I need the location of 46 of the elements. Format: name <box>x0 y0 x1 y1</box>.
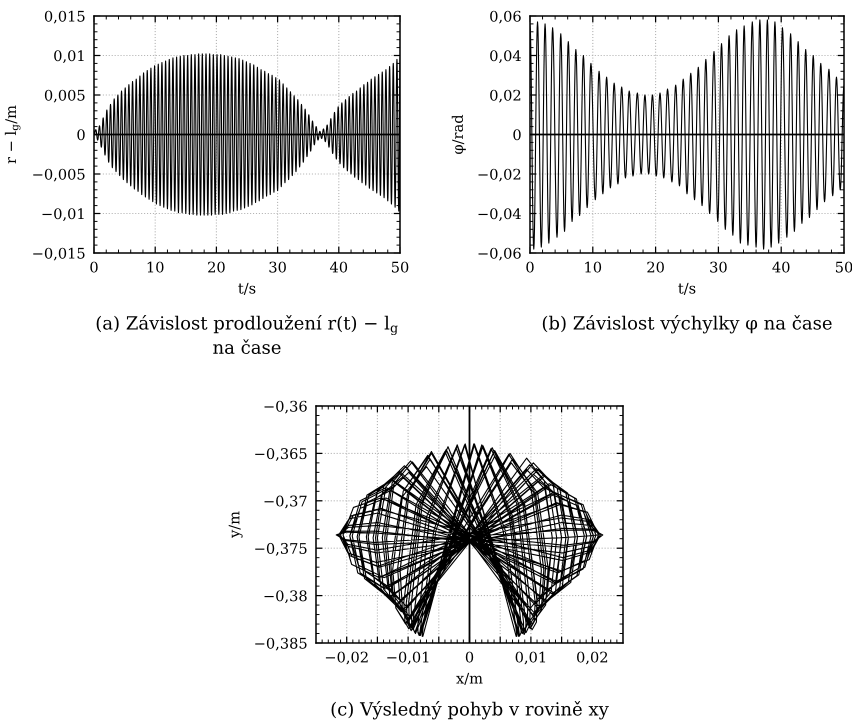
y-tick-label: 0,015 <box>44 10 85 24</box>
y-tick-label: −0,015 <box>33 248 85 261</box>
y-tick-label: −0,38 <box>264 590 307 604</box>
y-tick-label: −0,01 <box>42 208 84 222</box>
y-tick-label: −0,06 <box>478 248 521 261</box>
y-tick-label: −0,04 <box>478 208 521 222</box>
y-tick-label: 0,005 <box>44 90 85 103</box>
x-tick-label: 0 <box>526 262 534 273</box>
x-tick-label: 20 <box>208 262 225 273</box>
x-tick-label: −0,01 <box>387 652 428 664</box>
y-tick-label: −0,37 <box>264 496 307 508</box>
y-tick-label: 0 <box>77 129 85 140</box>
y-tick-label: 0,06 <box>490 10 521 24</box>
x-tick-label: 10 <box>585 262 602 273</box>
x-tick-label: 0,01 <box>516 652 546 664</box>
x-tick-label: 30 <box>710 262 727 273</box>
x-tick-label: 40 <box>330 262 348 273</box>
y-tick-label: −0,36 <box>264 400 307 414</box>
x-tick-label: 0,02 <box>577 652 608 664</box>
y-tick-label: 0 <box>513 129 521 140</box>
text: (b) Závislost výchylky φ na čase <box>542 315 832 334</box>
x-tick-label: 20 <box>647 262 664 273</box>
y-tick-label: 0,04 <box>490 50 521 64</box>
y-axis-title: φ/rad <box>452 114 466 154</box>
x-tick-label: 30 <box>269 262 286 273</box>
x-tick-label: 40 <box>772 262 790 273</box>
y-axis-title: y/m <box>228 511 243 538</box>
x-axis-title: x/m <box>456 672 483 685</box>
y-tick-label: 0,01 <box>54 50 84 64</box>
y-tick-label: −0,385 <box>255 638 307 651</box>
x-tick-label: −0,02 <box>326 652 368 664</box>
y-tick-label: −0,365 <box>255 448 307 461</box>
chart-title: (a) Závislost prodloužení r(t) − l$_{g}$ na čase <box>96 315 398 354</box>
x-tick-label: 0 <box>90 262 98 273</box>
y-tick-label: −0,375 <box>255 542 307 556</box>
y-axis-title: r − l$_{g}$/m <box>4 105 20 164</box>
x-axis-title: t/s <box>238 282 256 295</box>
x-tick-label: 0 <box>466 652 474 663</box>
y-tick-label: 0,02 <box>490 90 520 103</box>
text: (c) Výsledný pohyb v rovině xy <box>332 701 609 720</box>
y-tick-label: −0,02 <box>478 168 520 182</box>
y-tick-label: −0,005 <box>33 168 85 182</box>
x-tick-label: 50 <box>392 262 408 273</box>
x-axis-title: t/s <box>678 282 696 295</box>
x-tick-label: 10 <box>148 262 164 273</box>
x-tick-label: 50 <box>836 262 852 273</box>
